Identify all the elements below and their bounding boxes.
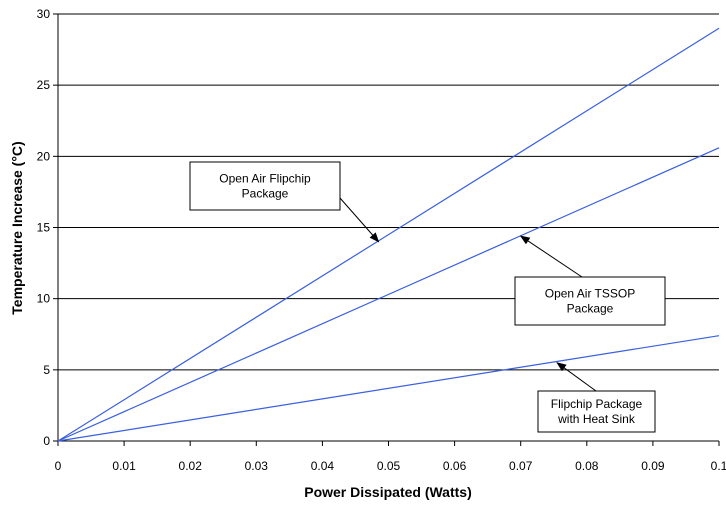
x-tick-label: 0.01 (112, 459, 136, 473)
x-tick-label: 0.09 (641, 459, 665, 473)
y-tick-label: 30 (37, 7, 51, 21)
x-tick-label: 0.05 (377, 459, 401, 473)
callout-arrow (556, 362, 597, 392)
y-tick-label: 20 (37, 149, 51, 163)
y-tick-label: 0 (43, 434, 50, 448)
series-lines (57, 27, 720, 442)
x-tick-label: 0 (55, 459, 62, 473)
callout-box (514, 276, 666, 326)
x-tick-label: 0.06 (443, 459, 467, 473)
x-tick-label: 0.02 (179, 459, 203, 473)
x-tick-label: 0.04 (311, 459, 335, 473)
callout-text: Package (567, 302, 614, 316)
y-tick-label: 15 (37, 221, 51, 235)
series-line-2 (57, 147, 720, 442)
x-tick-labels: 0 0.01 0.02 0.03 0.04 0.05 0.06 0.07 0.08 0.09 0.1 (55, 459, 726, 473)
grid-lines (58, 13, 719, 371)
y-tick-labels: 0 5 10 15 20 25 30 (37, 7, 51, 448)
x-axis-title: Power Dissipated (Watts) (304, 484, 472, 500)
callout-arrow (339, 197, 380, 243)
callout-text: Open Air Flipchip (219, 172, 311, 186)
callout-box (189, 161, 341, 211)
x-tick-label: 0.03 (245, 459, 269, 473)
y-axis-title: Temperature Increase (°C) (9, 141, 25, 314)
series-line-3 (57, 335, 720, 442)
callout-text: Package (242, 187, 289, 201)
y-tick-label: 5 (43, 363, 50, 377)
x-tick-label: 0.07 (509, 459, 533, 473)
axes (53, 13, 720, 446)
callout-arrow (519, 235, 583, 278)
callout-text: with Heat Sink (557, 412, 636, 426)
y-tick-label: 10 (37, 292, 51, 306)
callout-box (537, 390, 656, 433)
x-tick-label: 0.08 (575, 459, 599, 473)
series-line-1 (57, 27, 720, 442)
callout-text: Flipchip Package (551, 397, 643, 411)
callout-text: Open Air TSSOP (545, 287, 636, 301)
y-tick-label: 25 (37, 78, 51, 92)
x-tick-label: 0.1 (711, 459, 726, 473)
